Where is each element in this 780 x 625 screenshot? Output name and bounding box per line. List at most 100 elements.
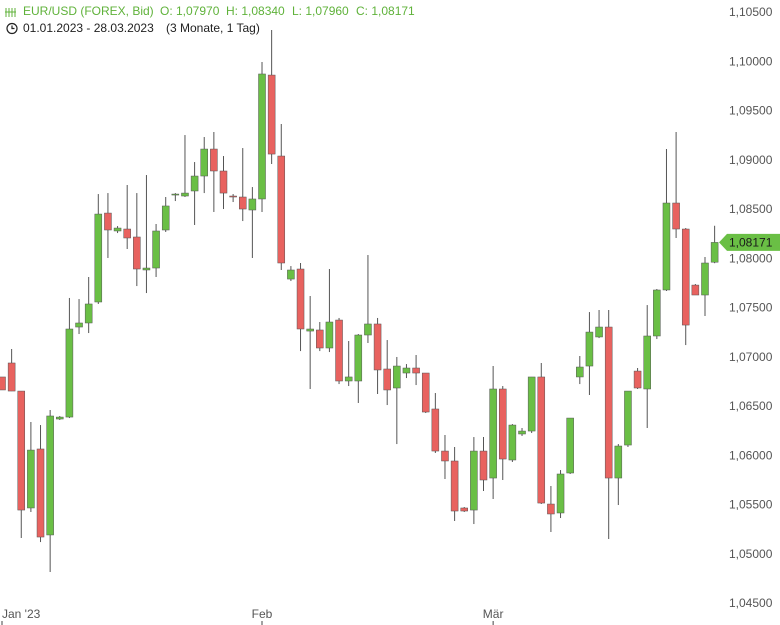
candle-body [383, 368, 391, 391]
candle-body [701, 262, 709, 296]
x-tick-label: Jan '23 [2, 607, 41, 621]
candle-body [566, 417, 574, 474]
candle-body [604, 326, 613, 479]
candle-body [219, 170, 228, 194]
candle-body [133, 236, 141, 270]
header-close: C: 1,08171 [356, 4, 415, 18]
symbol-icon [5, 8, 16, 17]
candle-body [633, 370, 642, 389]
candle-body [316, 329, 324, 349]
candle-body [46, 415, 54, 536]
candle-body [248, 198, 257, 211]
candle-body [354, 334, 363, 382]
header-title: EUR/USD (FOREX, Bid) [23, 4, 154, 18]
candle-body [181, 192, 189, 197]
candle-body [479, 450, 488, 481]
candle-body [113, 227, 122, 232]
candle-body [643, 335, 651, 390]
candle-body [94, 213, 103, 303]
y-tick-label: 1,06500 [729, 399, 773, 413]
date-range: 01.01.2023 - 28.03.2023 [23, 21, 154, 35]
candle-body [470, 450, 478, 511]
candle-body [17, 390, 26, 511]
candle-body [56, 416, 64, 420]
candle-body [412, 367, 420, 374]
y-tick-label: 1,05500 [729, 498, 773, 512]
candle-body [431, 408, 440, 452]
candle-body [210, 148, 218, 172]
candle-body [0, 376, 6, 391]
y-tick-label: 1,08000 [729, 251, 773, 265]
candle-body [190, 175, 199, 192]
y-tick-label: 1,07000 [729, 350, 773, 364]
candle-body [27, 449, 35, 509]
candle-body [306, 328, 314, 332]
candle-body [518, 430, 526, 435]
candle-body [537, 376, 546, 504]
candle-body [152, 230, 160, 269]
candle-body [65, 328, 74, 418]
candle-body [556, 473, 565, 514]
candle-body [364, 323, 372, 336]
candle-body [393, 365, 401, 389]
candle-body [104, 212, 112, 231]
candle-body [229, 195, 237, 198]
y-tick-label: 1,08500 [729, 202, 773, 216]
header-low: L: 1,07960 [292, 4, 349, 18]
candle-body [624, 390, 632, 446]
candle-body [489, 388, 497, 479]
y-tick-label: 1,09000 [729, 153, 773, 167]
candle-body [614, 445, 623, 479]
candle-body [662, 202, 671, 291]
candle-body [508, 424, 517, 461]
header-open: O: 1,07970 [160, 4, 220, 18]
candle-body [576, 366, 584, 378]
candle-body [344, 376, 353, 382]
candle-body [691, 284, 700, 296]
candle-body [287, 269, 295, 280]
candle-body [277, 155, 286, 264]
candle-body [267, 74, 276, 155]
candle-body [239, 196, 247, 210]
candle-body [200, 148, 208, 177]
y-tick-label: 1,09500 [729, 104, 773, 118]
x-tick-label: Feb [252, 607, 273, 621]
y-tick-label: 1,04500 [729, 596, 773, 610]
y-tick-label: 1,07500 [729, 301, 773, 315]
candle-body [75, 322, 83, 328]
candle-body [499, 388, 507, 460]
candle-body [547, 503, 555, 515]
header-high: H: 1,08340 [226, 4, 285, 18]
last-price-label: 1,08171 [729, 236, 773, 250]
candle-body [595, 326, 603, 338]
candle-body [171, 193, 180, 196]
y-tick-label: 1,06000 [729, 448, 773, 462]
candle-body [7, 362, 16, 392]
candle-body [585, 331, 594, 367]
candle-body [672, 202, 680, 230]
candle-body [441, 450, 449, 462]
y-tick-label: 1,10000 [729, 54, 773, 68]
clock-icon [6, 22, 18, 35]
candle-body [653, 289, 661, 337]
x-tick-label: Mär [483, 607, 504, 621]
candle-body [710, 242, 719, 263]
candle-body [296, 268, 305, 330]
candle-body [258, 73, 266, 200]
candle-body [36, 448, 45, 538]
candle-body [142, 267, 151, 271]
y-tick-label: 1,05000 [729, 547, 773, 561]
candle-body [450, 460, 459, 512]
candle-body [402, 367, 411, 374]
candle-body [325, 321, 334, 349]
candle-body [681, 228, 690, 326]
candle-body [123, 228, 131, 239]
y-tick-label: 1,10500 [729, 5, 773, 19]
candle-body [527, 376, 536, 432]
period: (3 Monate, 1 Tag) [166, 21, 260, 35]
candle-body [84, 303, 93, 324]
candle-body [161, 205, 170, 231]
candle-body [421, 372, 430, 413]
candle-body [460, 507, 468, 512]
